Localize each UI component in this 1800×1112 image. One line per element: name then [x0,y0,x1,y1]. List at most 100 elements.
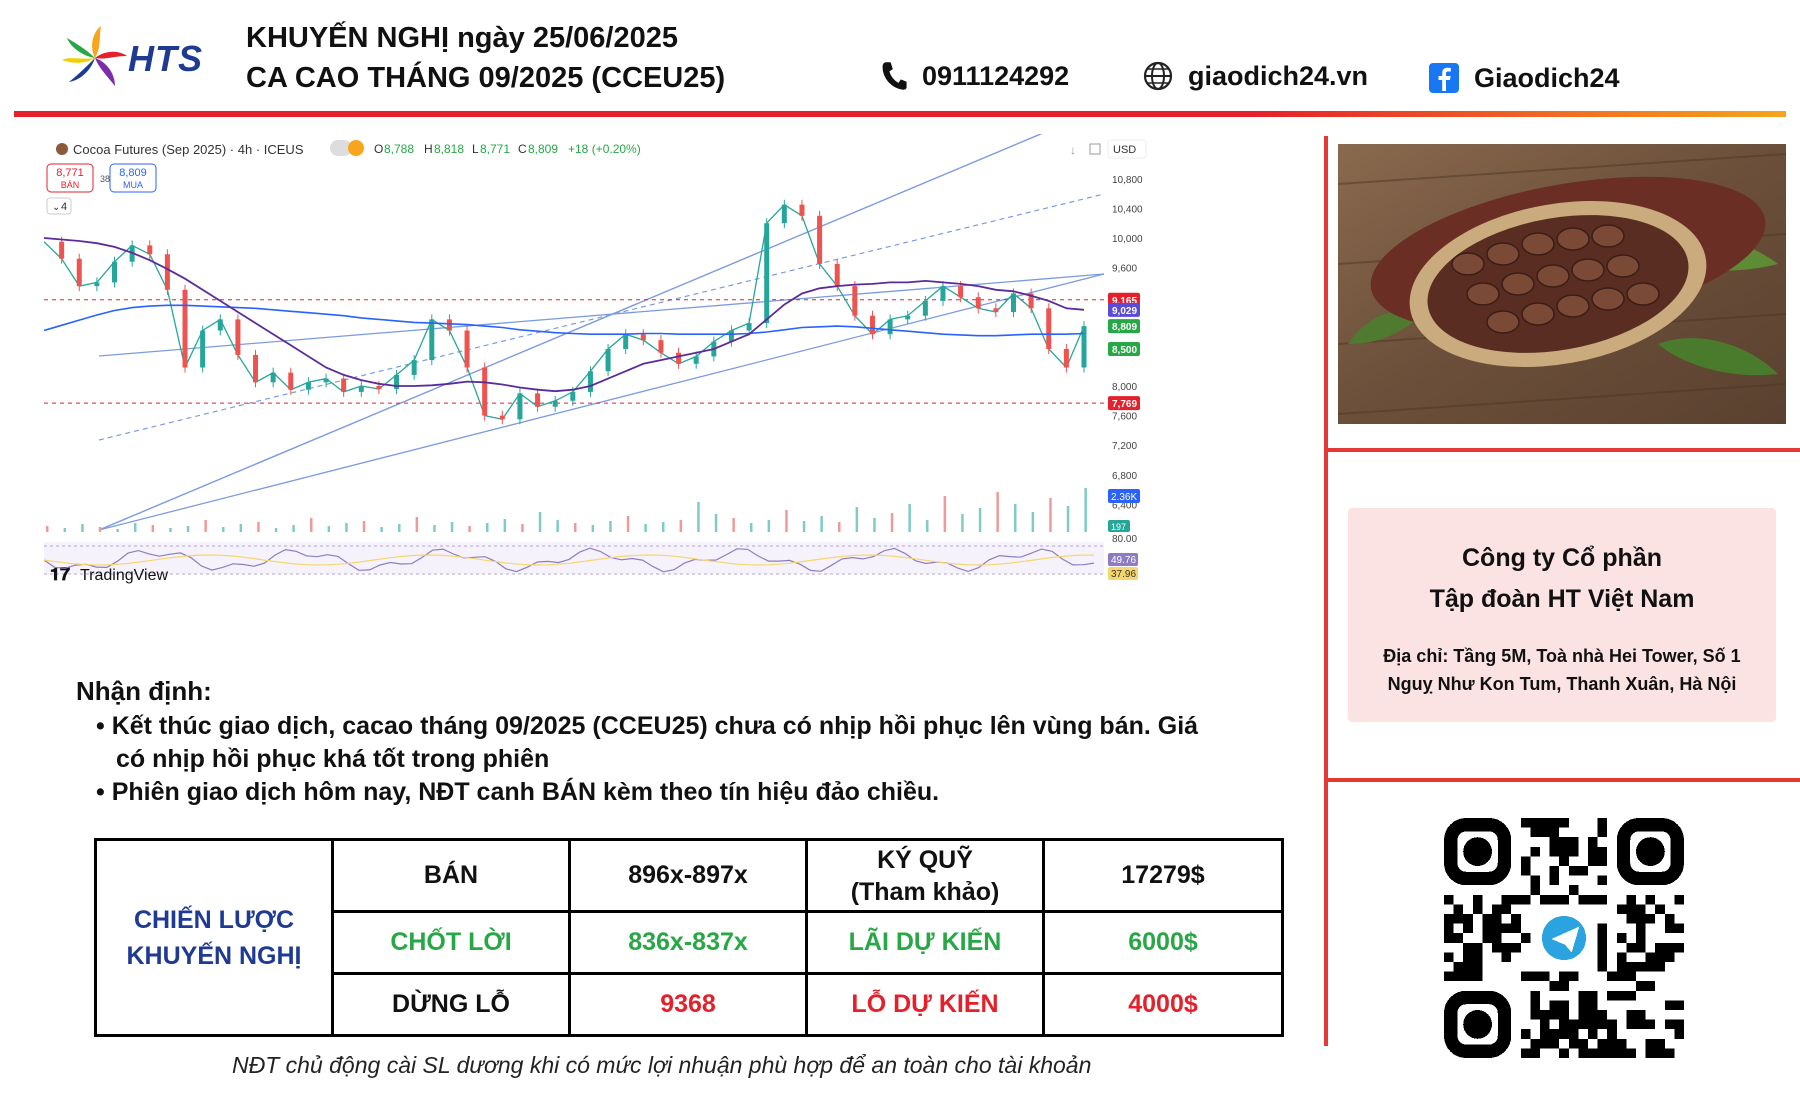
analysis-bullet-1: • Kết thúc giao dịch, cacao tháng 09/202… [96,710,1296,776]
volume-bar [169,528,172,532]
volume-bar [521,524,524,532]
volume-bar [292,525,295,532]
tradingview-brand: TradingView [80,567,168,584]
currency-select[interactable]: USD [1107,139,1147,159]
brand-logo-text: HTS [128,38,203,79]
download-icon[interactable]: ↓ [1070,143,1076,157]
volume-bar [239,524,243,532]
y-tick-label: 10,000 [1112,234,1143,245]
fullscreen-icon[interactable] [1089,143,1101,155]
volume-bar [890,513,894,532]
volume-bar [398,524,401,532]
volume-bar [978,508,982,532]
price-tag-bg [1108,302,1140,317]
candle-body [323,378,329,383]
volume-bar [538,512,542,532]
indicator-count: 4 [61,201,67,213]
candle-body [852,286,858,316]
currency-label: USD [1113,144,1136,156]
volume-bar [1031,512,1035,532]
candle-body [1063,349,1069,368]
recommendation-date-title: KHUYẾN NGHỊ ngày 25/06/2025 [246,22,678,54]
analysis-title: Nhận định: [76,676,212,706]
volume-bar [186,526,190,532]
address-line-1: Địa chỉ: Tầng 5M, Toà nhà Hei Tower, Số … [1383,646,1741,666]
telegram-qr-code[interactable] [1444,818,1684,1058]
candle-body [676,352,682,364]
cocoa-futures-chart: Cocoa Futures (Sep 2025) · 4h · ICEUS O … [44,134,1147,584]
company-address: Địa chỉ: Tầng 5M, Toà nhà Hei Tower, Số … [1348,642,1776,698]
buy-price: 8,809 [119,167,147,179]
ohlc-o-label: O [374,142,383,156]
ohlc-low: 8,771 [480,142,510,156]
y-tick-label: 6,800 [1112,471,1137,482]
candle-body [1081,326,1087,368]
ohlc-h-label: H [424,142,433,156]
volume-bar [1049,498,1052,532]
volume-bar [574,523,577,532]
sell-label: BÁN [61,180,80,190]
volume-bar [802,521,806,532]
right-divider-2 [1328,778,1800,782]
candle-body [464,330,470,368]
website-link[interactable]: giaodich24.vn [1142,60,1368,92]
bullet-2-line-1: Phiên giao dịch hôm nay, NĐT canh BÁN kè… [111,778,940,806]
candle-body [182,289,188,368]
candle-body [623,334,629,349]
channel-lower-line [98,273,1105,531]
candle-body [552,400,558,407]
indicator-toggle[interactable]: ⌄ 4 [46,197,72,215]
column-divider [1324,136,1328,1046]
volume-bar [415,517,419,532]
margin-value-cell: 17279$ [1042,838,1284,913]
candle-body [869,315,875,335]
expected-loss-label-cell: LỖ DỰ KIẾN [805,972,1045,1037]
candle-body [570,391,576,401]
phone-icon [882,62,907,90]
candle-body [411,360,417,375]
company-info-box: Công ty Cổ phần Tập đoàn HT Việt Nam Địa… [1348,508,1776,722]
spread-value: 38 [100,174,110,184]
candle-body [587,371,593,392]
buy-label: MUA [123,180,143,190]
volume-bar [996,492,999,532]
action-sell-cell: BÁN [331,838,571,913]
disclaimer-note: NĐT chủ động cài SL dương khi có mức lợi… [232,1052,1092,1078]
candle-body [887,319,893,335]
company-name: Công ty Cổ phần Tập đoàn HT Việt Nam [1348,538,1776,620]
volume-bar [591,525,595,532]
candle-body [200,330,206,368]
volume-bar [134,523,137,532]
volume-bar [908,504,911,532]
channel-upper-line [98,134,1043,531]
volume-bar [433,525,436,532]
buy-button[interactable]: 8,809 MUA [109,163,157,193]
price-tag-label: 8,500 [1112,345,1137,356]
bullet-dot: • [96,778,112,806]
candle-body [958,286,964,298]
stop-loss-value-cell: 9368 [568,972,808,1037]
right-divider-1 [1328,448,1800,452]
volume-bar [116,529,119,532]
take-profit-range-cell: 836x-837x [568,910,808,975]
candle-body [358,386,364,392]
phone-contact[interactable]: 0911124292 [880,60,1069,92]
company-name-line-1: Công ty Cổ phần [1462,544,1662,572]
facebook-link[interactable]: Giaodich24 [1428,62,1620,94]
bullet-dot: • [96,712,112,740]
candle-body [394,374,400,389]
volume-bar [81,524,84,532]
chevron-down-icon: ⌄ [52,202,60,213]
bullet-1-line-2: có nhịp hồi phục khá tốt trong phiên [116,745,550,773]
sell-button[interactable]: 8,771 BÁN [46,163,94,193]
price-tag-label: 7,769 [1112,399,1137,410]
volume-bar [626,516,630,532]
volume-bar [926,520,929,532]
strategy-label-2: KHUYẾN NGHỊ [126,941,302,970]
ohlc-change: +18 (+0.20%) [568,142,641,156]
volume-bar [151,525,155,532]
rsi-ma-line [44,554,1094,566]
price-tag-bg [1108,342,1140,356]
margin-note: (Tham khảo) [850,877,1000,906]
volume-bar [732,518,735,532]
